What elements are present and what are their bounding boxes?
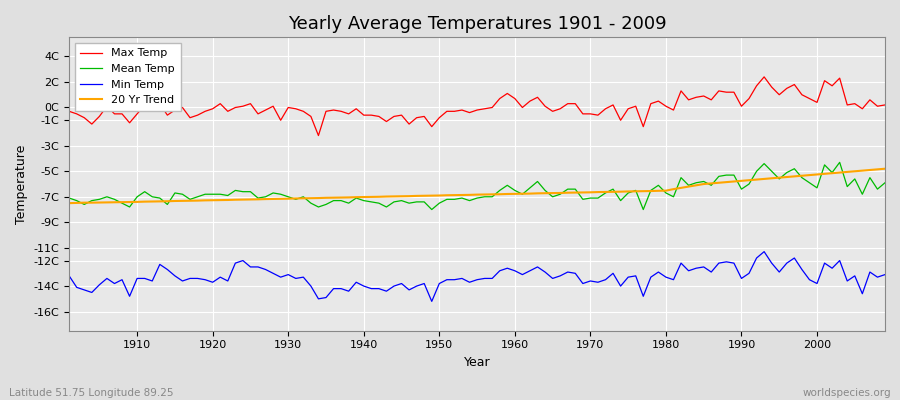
- Mean Temp: [427, 207, 437, 212]
- Line: Min Temp: Min Temp: [69, 252, 885, 301]
- Text: Latitude 51.75 Longitude 89.25: Latitude 51.75 Longitude 89.25: [9, 388, 174, 398]
- Min Temp: [427, 299, 437, 304]
- 20 Yr Trend: [879, 166, 890, 171]
- 20 Yr Trend: [600, 190, 611, 194]
- Mean Temp: [834, 160, 845, 165]
- Mean Temp: [291, 197, 302, 202]
- Max Temp: [313, 133, 324, 138]
- 20 Yr Trend: [124, 200, 135, 204]
- Max Temp: [291, 106, 302, 111]
- Line: Mean Temp: Mean Temp: [69, 162, 885, 210]
- Max Temp: [759, 74, 769, 79]
- Max Temp: [879, 102, 890, 107]
- Min Temp: [517, 272, 527, 277]
- Max Temp: [124, 120, 135, 125]
- Min Temp: [608, 271, 618, 276]
- Max Temp: [64, 109, 75, 114]
- Min Temp: [336, 286, 346, 291]
- Title: Yearly Average Temperatures 1901 - 2009: Yearly Average Temperatures 1901 - 2009: [288, 15, 666, 33]
- Mean Temp: [517, 192, 527, 197]
- Mean Temp: [64, 196, 75, 200]
- Mean Temp: [879, 180, 890, 185]
- Max Temp: [608, 102, 618, 107]
- Min Temp: [291, 276, 302, 281]
- Mean Temp: [124, 204, 135, 209]
- Mean Temp: [509, 188, 520, 193]
- Min Temp: [64, 274, 75, 278]
- Min Temp: [124, 294, 135, 299]
- Line: 20 Yr Trend: 20 Yr Trend: [69, 169, 885, 203]
- 20 Yr Trend: [509, 192, 520, 196]
- 20 Yr Trend: [64, 201, 75, 206]
- Min Temp: [879, 272, 890, 277]
- 20 Yr Trend: [336, 195, 346, 200]
- 20 Yr Trend: [291, 196, 302, 201]
- Min Temp: [509, 268, 520, 273]
- Legend: Max Temp, Mean Temp, Min Temp, 20 Yr Trend: Max Temp, Mean Temp, Min Temp, 20 Yr Tre…: [75, 43, 181, 111]
- Max Temp: [509, 96, 520, 101]
- Text: worldspecies.org: worldspecies.org: [803, 388, 891, 398]
- Mean Temp: [608, 187, 618, 192]
- Mean Temp: [336, 198, 346, 203]
- 20 Yr Trend: [502, 192, 513, 196]
- X-axis label: Year: Year: [464, 356, 490, 369]
- Y-axis label: Temperature: Temperature: [15, 144, 28, 224]
- Min Temp: [759, 249, 769, 254]
- Max Temp: [343, 112, 354, 116]
- Line: Max Temp: Max Temp: [69, 77, 885, 136]
- Max Temp: [517, 105, 527, 110]
